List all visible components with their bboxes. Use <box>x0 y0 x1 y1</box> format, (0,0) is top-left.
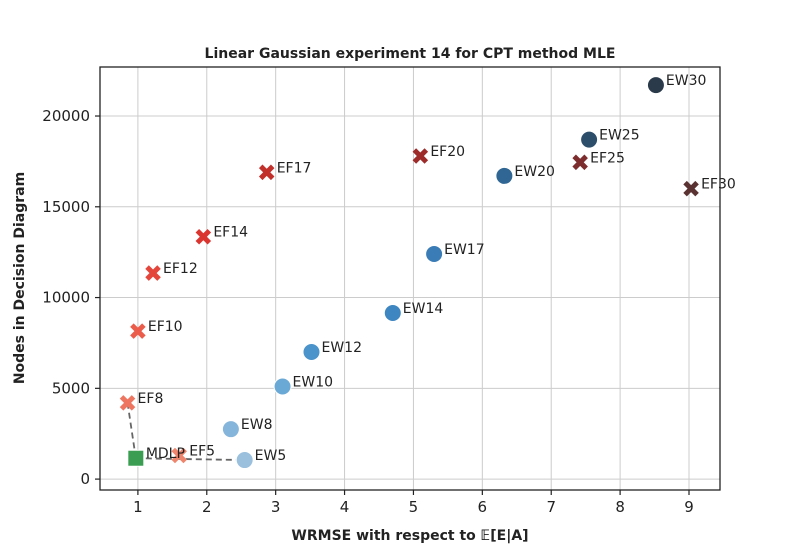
point-label-ef25: EF25 <box>590 150 625 166</box>
point-mdlp <box>127 449 145 467</box>
point-label-ef12: EF12 <box>163 261 198 277</box>
point-label-ew8: EW8 <box>241 417 273 433</box>
point-label-ef8: EF8 <box>138 391 164 407</box>
point-ef8 <box>119 395 136 411</box>
point-ew20 <box>495 166 514 185</box>
y-tick-label: 5000 <box>52 379 90 397</box>
data-points <box>119 76 699 470</box>
point-label-ew12: EW12 <box>321 340 362 356</box>
axis-ticks: 1 2 3 4 5 6 7 8 9 0 5000 10000 15000 20000 <box>42 107 693 516</box>
x-tick-label: 2 <box>202 498 212 516</box>
point-ew10 <box>273 377 292 396</box>
point-label-ew25: EW25 <box>599 128 640 144</box>
x-tick-label: 9 <box>684 498 694 516</box>
point-label-ef20: EF20 <box>430 144 465 160</box>
point-label-ew10: EW10 <box>293 375 334 391</box>
x-tick-label: 1 <box>133 498 143 516</box>
point-ew25 <box>580 130 599 149</box>
plot-frame <box>99 66 721 491</box>
point-ew14 <box>383 303 402 322</box>
point-label-ew5: EW5 <box>255 448 287 464</box>
point-ef10 <box>130 323 146 339</box>
point-label-ew20: EW20 <box>514 164 555 180</box>
connector-lines <box>126 402 245 461</box>
point-label-ef14: EF14 <box>213 225 248 241</box>
y-tick-label: 10000 <box>42 289 90 307</box>
point-label-ef5: EF5 <box>189 444 215 460</box>
point-label-ew30: EW30 <box>666 73 707 89</box>
point-label-mdlp: MDLP <box>146 446 185 462</box>
point-label-ef10: EF10 <box>148 319 183 335</box>
point-label-ef30: EF30 <box>701 177 736 193</box>
point-label-ew17: EW17 <box>444 242 485 258</box>
y-axis-label: Nodes in Decision Diagram <box>12 172 28 384</box>
x-tick-label: 3 <box>271 498 281 516</box>
point-ef12 <box>145 265 161 281</box>
point-ew5 <box>235 451 254 470</box>
y-tick-label: 15000 <box>42 198 90 216</box>
x-tick-label: 8 <box>615 498 625 516</box>
point-label-ef17: EF17 <box>277 160 312 176</box>
point-ef20 <box>412 148 429 164</box>
point-ew12 <box>302 343 321 362</box>
point-ew17 <box>425 244 444 263</box>
point-ew8 <box>221 420 240 439</box>
y-tick-label: 0 <box>80 470 90 488</box>
point-ef25 <box>572 154 588 171</box>
x-tick-label: 6 <box>478 498 488 516</box>
grid-lines <box>100 67 720 490</box>
x-tick-label: 5 <box>409 498 419 516</box>
point-ef14 <box>195 228 212 245</box>
chart-title: Linear Gaussian experiment 14 for CPT me… <box>205 46 616 62</box>
dashed-connector <box>135 457 245 461</box>
point-ef17 <box>258 164 275 181</box>
point-labels: EW5 EW8 EW10 EW12 EW14 EW17 EW20 EW25 EW30 EF5 EF8… <box>138 73 736 464</box>
x-axis-label: WRMSE with respect to 𝔼[E|A] <box>291 528 528 544</box>
x-tick-label: 4 <box>340 498 350 516</box>
point-label-ew14: EW14 <box>403 301 444 317</box>
y-tick-label: 20000 <box>42 107 90 125</box>
point-ef30 <box>683 180 699 197</box>
x-tick-label: 7 <box>546 498 556 516</box>
point-ew30 <box>646 76 665 95</box>
point-ef5 <box>171 447 187 464</box>
